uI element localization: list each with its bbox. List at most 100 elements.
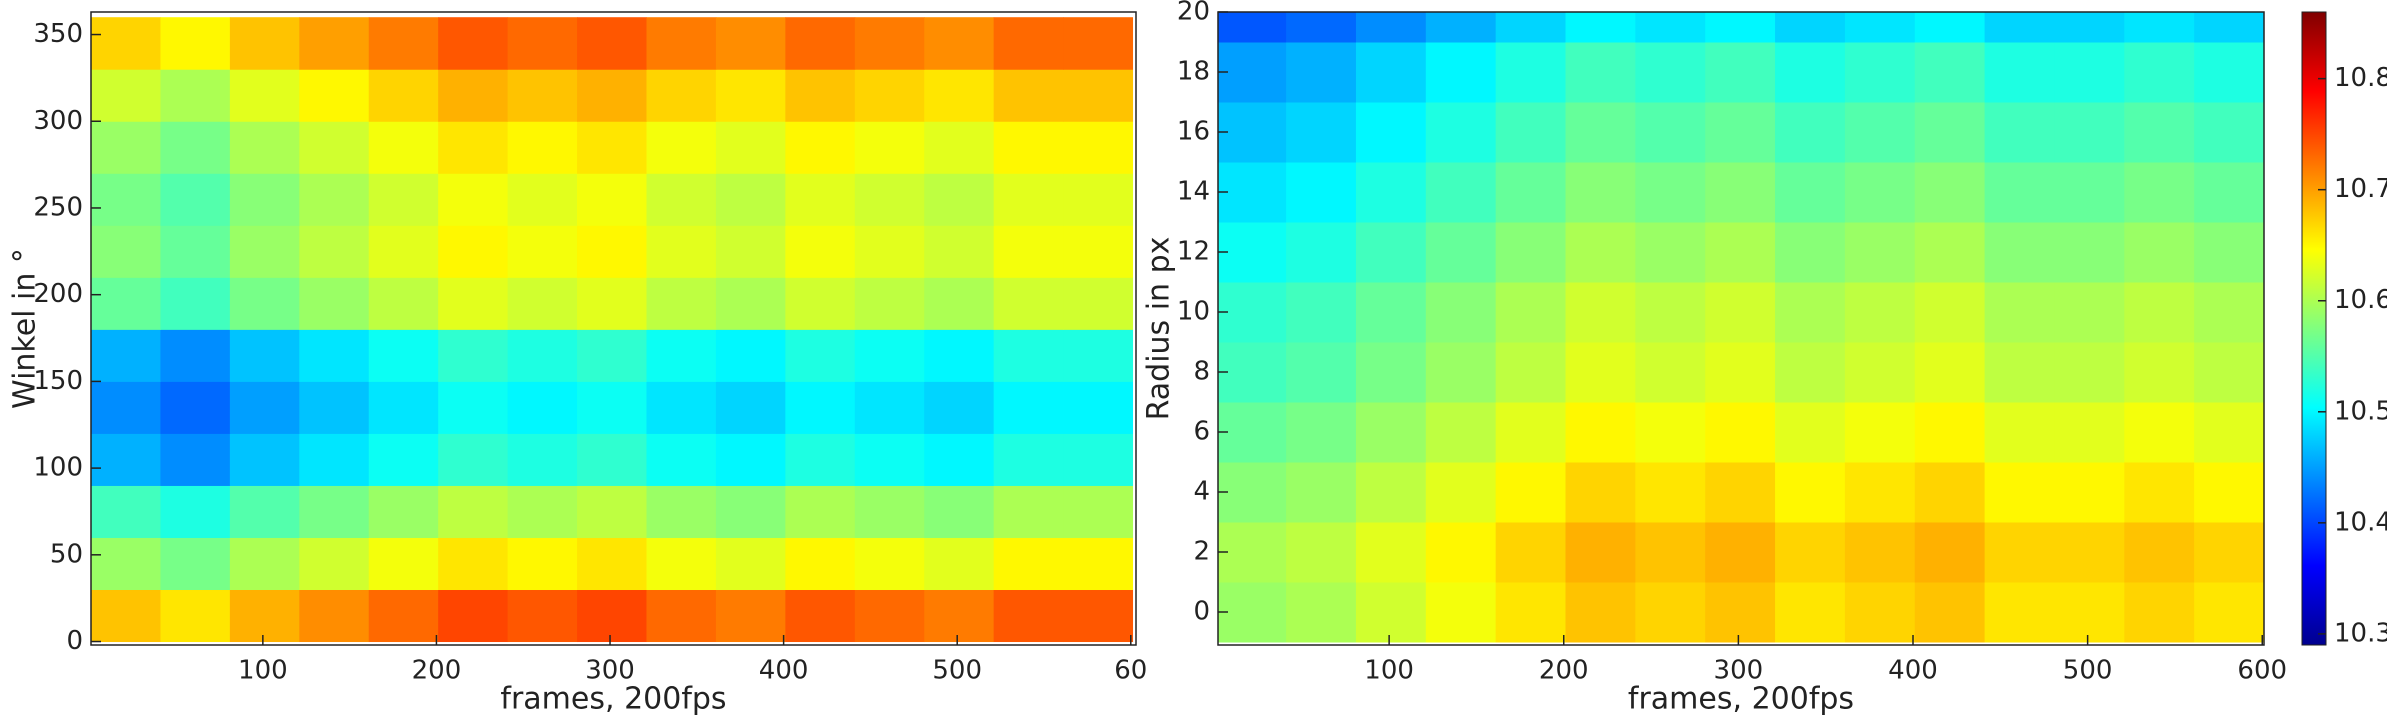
heatmap-cell [1063,173,1134,226]
heatmap-cell [924,329,995,382]
heatmap-cell [91,485,161,538]
heatmap-cell [1775,462,1846,523]
heatmap-cell [993,589,1064,643]
heatmap-cell [646,589,717,643]
heatmap-cell [1984,42,2055,103]
heatmap-cell [160,537,231,591]
heatmap-cell [1844,282,1916,343]
heatmap-cell [2194,402,2264,463]
heatmap-cell [1565,102,1636,163]
heatmap-cell [854,329,925,382]
y-tick-label: 350 [33,19,83,49]
heatmap-cell [229,225,300,278]
heatmap-cell [1565,12,1636,43]
heatmap-cell [1495,12,1567,43]
heatmap-cell [1984,402,2055,463]
heatmap-cell [1775,162,1846,223]
heatmap-cell [1914,462,1986,523]
heatmap-cell [1914,222,1986,283]
heatmap-cell [646,433,717,486]
heatmap-cell [299,381,370,434]
heatmap-cell [1635,162,1706,223]
heatmap-cell [1495,462,1567,523]
heatmap-cell [993,433,1064,486]
heatmap-cell [1984,282,2055,343]
heatmap-cell [924,537,995,591]
heatmap-cell [2124,222,2195,283]
heatmap-cell [1355,102,1427,163]
heatmap-cell [2054,12,2125,43]
heatmap-cell [229,433,300,486]
heatmap-cell [715,17,786,70]
heatmap-cell [1635,42,1706,103]
heatmap-cell [507,589,578,643]
y-axis-label: Radius in px [1142,237,1177,421]
heatmap-cell [715,485,786,538]
heatmap-cell [577,329,647,382]
heatmap-cells [1218,12,2264,643]
heatmap-cell [1218,582,1287,643]
heatmap-cell [854,225,925,278]
heatmap-cell [229,121,300,174]
heatmap-cell [438,433,509,486]
heatmap-cell [2194,222,2264,283]
heatmap-cell [1495,42,1567,103]
heatmap-cell [1218,102,1287,163]
heatmap-cell [1218,282,1287,343]
heatmap-cell [646,69,717,122]
heatmap-cell [507,329,578,382]
heatmap-cell [854,485,925,538]
y-tick-label: 2 [1193,537,1210,567]
heatmap-cell [1705,162,1776,223]
heatmap-cell [1775,42,1846,103]
heatmap-cell [785,433,856,486]
heatmap-cell [577,485,647,538]
colorbar-tick-label: 10.6 [2334,285,2387,315]
heatmap-cell [785,121,856,174]
heatmap-cell [785,537,856,591]
heatmap-cell [368,17,439,70]
heatmap-cell [924,121,995,174]
y-tick-label: 14 [1177,177,1210,207]
heatmap-cell [91,537,161,591]
y-tick-label: 300 [33,106,83,136]
heatmap-cell [577,433,647,486]
colorbar-tick-label: 10.7 [2334,174,2387,204]
heatmap-cell [2194,282,2264,343]
heatmap-cell [299,485,370,538]
y-tick-label: 6 [1193,417,1210,447]
heatmap-cell [1218,162,1287,223]
heatmap-cell [2124,42,2195,103]
x-tick-label: 500 [2063,656,2113,686]
heatmap-cell [1355,582,1427,643]
heatmap-cell [160,433,231,486]
heatmap-cell [229,173,300,226]
heatmap-cell [2124,582,2195,643]
heatmap-cell [2054,102,2125,163]
heatmap-cell [993,485,1064,538]
heatmap-cell [1705,282,1776,343]
heatmap-cell [1565,402,1636,463]
y-tick-label: 150 [33,366,83,396]
heatmap-cell [160,17,231,70]
heatmap-cell [368,537,439,591]
heatmap-cell [1495,522,1567,583]
heatmap-cell [91,277,161,330]
heatmap-cell [299,277,370,330]
heatmap-cell [368,173,439,226]
heatmap-cell [1984,102,2055,163]
heatmap-cell [785,17,856,70]
heatmap-cell [1705,222,1776,283]
heatmap-cell [91,329,161,382]
x-axis-label: frames, 200fps [1628,682,1854,717]
heatmap-cell [1565,222,1636,283]
heatmap-cell [2054,582,2125,643]
heatmap-cell [507,69,578,122]
heatmap-cell [993,69,1064,122]
heatmap-cell [2194,462,2264,523]
y-axis-label: Winkel in ° [8,248,43,409]
heatmap-cell [1355,402,1427,463]
heatmap-cell [1355,12,1427,43]
heatmap-cell [993,225,1064,278]
heatmap-cell [1355,282,1427,343]
